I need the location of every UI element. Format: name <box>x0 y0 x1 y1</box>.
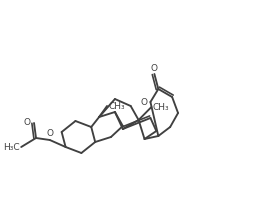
Text: O: O <box>46 128 53 137</box>
Text: O: O <box>150 64 157 73</box>
Text: CH₃: CH₃ <box>108 102 124 111</box>
Text: H₃C: H₃C <box>4 143 20 152</box>
Text: CH₃: CH₃ <box>152 103 168 112</box>
Text: O: O <box>140 98 147 107</box>
Text: O: O <box>23 118 30 127</box>
